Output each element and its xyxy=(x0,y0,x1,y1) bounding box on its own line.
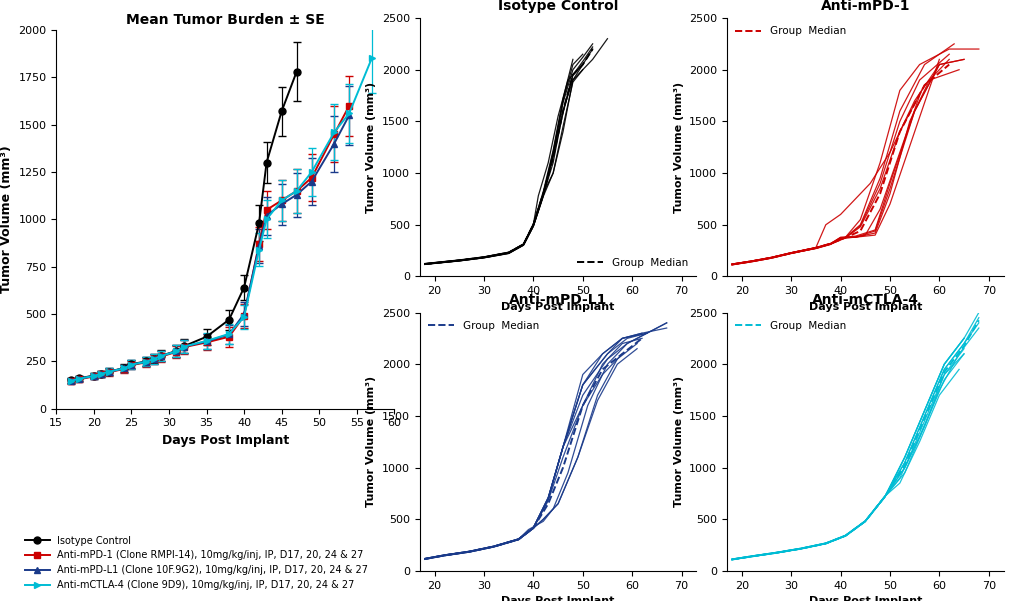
Group  Median xyxy=(879,493,891,500)
Title: Anti-mCTLA-4: Anti-mCTLA-4 xyxy=(812,293,919,307)
Group  Median xyxy=(596,366,608,373)
Group  Median xyxy=(527,221,540,228)
Group  Median xyxy=(770,549,782,557)
Group  Median xyxy=(819,540,831,547)
Group  Median xyxy=(899,462,911,469)
Y-axis label: Tumor Volume (mm³): Tumor Volume (mm³) xyxy=(674,82,684,213)
Group  Median xyxy=(810,245,822,252)
Group  Median xyxy=(894,128,906,135)
Title: Isotype Control: Isotype Control xyxy=(498,0,618,13)
Title: Anti-mPD-1: Anti-mPD-1 xyxy=(820,0,910,13)
Title: Mean Tumor Burden ± SE: Mean Tumor Burden ± SE xyxy=(126,13,325,28)
Y-axis label: Tumor Volume (mm³): Tumor Volume (mm³) xyxy=(674,376,684,507)
Line: Group  Median: Group Median xyxy=(732,64,949,264)
X-axis label: Days Post Implant: Days Post Implant xyxy=(502,596,614,601)
Legend: Isotype Control, Anti-mPD-1 (Clone RMPI-14), 10mg/kg/inj, IP, D17, 20, 24 & 27, : Isotype Control, Anti-mPD-1 (Clone RMPI-… xyxy=(26,535,369,590)
Group  Median xyxy=(547,154,559,161)
Group  Median xyxy=(919,82,931,89)
Group  Median xyxy=(785,249,798,257)
Group  Median xyxy=(527,524,540,531)
Group  Median xyxy=(438,552,451,559)
Group  Median xyxy=(566,72,579,79)
Legend: Group  Median: Group Median xyxy=(732,318,849,334)
Group  Median xyxy=(419,555,431,563)
Group  Median xyxy=(517,241,529,248)
Group  Median xyxy=(938,368,950,376)
Group  Median xyxy=(973,317,985,324)
Group  Median xyxy=(859,517,871,525)
Legend: Group  Median: Group Median xyxy=(574,255,691,271)
Group  Median xyxy=(577,61,589,68)
Group  Median xyxy=(557,108,569,115)
Group  Median xyxy=(873,190,886,197)
Group  Median xyxy=(463,548,475,555)
Group  Median xyxy=(487,543,500,550)
X-axis label: Days Post Implant: Days Post Implant xyxy=(162,434,289,447)
Group  Median xyxy=(745,553,758,560)
Group  Median xyxy=(512,535,524,543)
Group  Median xyxy=(478,254,490,261)
Group  Median xyxy=(824,240,837,247)
Group  Median xyxy=(542,500,554,507)
Group  Median xyxy=(428,260,440,267)
Group  Median xyxy=(840,532,852,539)
Group  Median xyxy=(957,343,970,350)
Title: Anti-mPD-L1: Anti-mPD-L1 xyxy=(509,293,607,307)
Group  Median xyxy=(503,249,515,256)
Group  Median xyxy=(795,545,807,552)
Group  Median xyxy=(419,260,431,267)
Group  Median xyxy=(745,258,758,265)
Line: Group  Median: Group Median xyxy=(425,49,593,264)
Group  Median xyxy=(538,190,550,197)
Y-axis label: Tumor Volume (mm³): Tumor Volume (mm³) xyxy=(0,145,13,293)
Group  Median xyxy=(577,402,589,409)
Line: Group  Median: Group Median xyxy=(425,338,642,559)
Legend: Group  Median: Group Median xyxy=(732,23,849,40)
X-axis label: Days Post Implant: Days Post Implant xyxy=(809,302,922,312)
Group  Median xyxy=(636,335,648,342)
Group  Median xyxy=(765,254,777,261)
Group  Median xyxy=(726,556,738,563)
Y-axis label: Tumor Volume (mm³): Tumor Volume (mm³) xyxy=(367,376,377,507)
X-axis label: Days Post Implant: Days Post Implant xyxy=(809,596,922,601)
Y-axis label: Tumor Volume (mm³): Tumor Volume (mm³) xyxy=(367,82,377,213)
Line: Group  Median: Group Median xyxy=(732,320,979,560)
Group  Median xyxy=(454,257,466,264)
Group  Median xyxy=(919,415,931,422)
Group  Median xyxy=(943,61,955,68)
Legend: Group  Median: Group Median xyxy=(425,318,542,334)
X-axis label: Days Post Implant: Days Post Implant xyxy=(502,302,614,312)
Group  Median xyxy=(616,350,629,358)
Group  Median xyxy=(854,227,866,234)
Group  Median xyxy=(840,234,852,241)
Group  Median xyxy=(726,261,738,268)
Group  Median xyxy=(557,464,569,471)
Group  Median xyxy=(587,46,599,53)
